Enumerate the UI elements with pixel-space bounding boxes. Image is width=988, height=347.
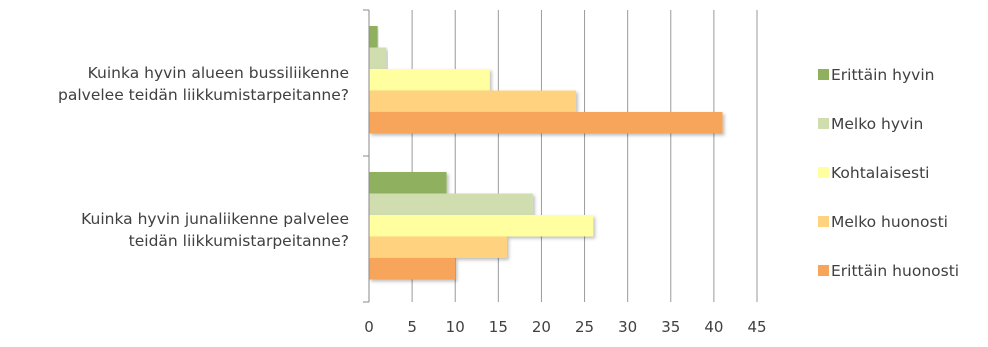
legend-label-melko-hyvin: Melko hyvin bbox=[831, 115, 923, 133]
bar-1-erittäin-huonosti bbox=[369, 112, 723, 134]
category-label-line: teidän liikkumistarpeitanne? bbox=[129, 232, 349, 250]
bars bbox=[369, 26, 723, 280]
x-tick-label-45: 45 bbox=[747, 318, 766, 336]
legend-label-erittäin-hyvin: Erittäin hyvin bbox=[831, 66, 934, 84]
bar-2-kohtalaisesti bbox=[369, 215, 594, 237]
legend-label-kohtalaisesti: Kohtalaisesti bbox=[831, 164, 929, 182]
x-tick-label-30: 30 bbox=[618, 318, 637, 336]
bar-2-erittäin-huonosti bbox=[369, 258, 456, 280]
bar-2-melko-hyvin bbox=[369, 193, 533, 215]
x-tick-label-20: 20 bbox=[532, 318, 551, 336]
bar-1-erittäin-hyvin bbox=[369, 26, 378, 48]
x-tick-label-10: 10 bbox=[446, 318, 465, 336]
x-tick-label-15: 15 bbox=[489, 318, 508, 336]
category-label-2: Kuinka hyvin junaliikenne palvelee teidän… bbox=[81, 210, 349, 250]
legend-label-erittäin-huonosti: Erittäin huonosti bbox=[831, 262, 959, 280]
legend-swatch-erittäin-hyvin bbox=[818, 69, 829, 80]
legend: Erittäin hyvin Melko hyvin Kohtalaisesti Me… bbox=[818, 66, 959, 280]
category-label-line: Kuinka hyvin alueen bussiliikenne bbox=[88, 64, 349, 82]
legend-swatch-melko-hyvin bbox=[818, 118, 829, 129]
bar-1-melko-hyvin bbox=[369, 47, 387, 69]
bar-1-kohtalaisesti bbox=[369, 69, 490, 91]
legend-swatch-kohtalaisesti bbox=[818, 167, 829, 178]
gridlines bbox=[411, 10, 758, 302]
x-tick-label-25: 25 bbox=[575, 318, 594, 336]
bar-1-melko-huonosti bbox=[369, 90, 576, 112]
axes: 0 5 10 15 20 25 30 35 40 45 bbox=[363, 9, 767, 336]
category-label-line: palvelee teidän liikkumistarpeitanne? bbox=[58, 86, 349, 104]
legend-label-melko-huonosti: Melko huonosti bbox=[831, 213, 948, 231]
x-tick-label-35: 35 bbox=[661, 318, 680, 336]
bar-2-melko-huonosti bbox=[369, 236, 507, 258]
category-label-1: Kuinka hyvin alueen bussiliikenne palvele… bbox=[58, 64, 349, 104]
x-tick-label-5: 5 bbox=[407, 318, 417, 336]
category-labels: Kuinka hyvin alueen bussiliikenne palvele… bbox=[58, 64, 349, 250]
x-tick-label-40: 40 bbox=[704, 318, 723, 336]
category-label-line: Kuinka hyvin junaliikenne palvelee bbox=[81, 210, 349, 228]
legend-swatch-erittäin-huonosti bbox=[818, 265, 829, 276]
legend-swatch-melko-huonosti bbox=[818, 216, 829, 227]
bar-2-erittäin-hyvin bbox=[369, 172, 447, 194]
x-tick-label-0: 0 bbox=[364, 318, 374, 336]
